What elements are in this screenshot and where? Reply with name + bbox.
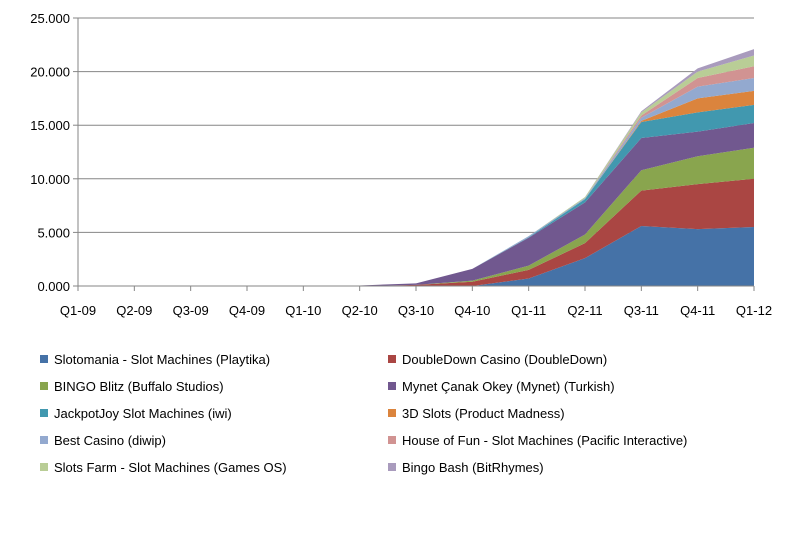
x-tick-label: Q1-11: [511, 303, 546, 318]
area-series-3: [78, 123, 754, 286]
x-tick-label: Q4-09: [229, 303, 265, 318]
legend-label: 3D Slots (Product Madness): [402, 405, 565, 421]
y-tick-label: 5.000: [37, 225, 70, 240]
legend-entry: JackpotJoy Slot Machines (iwi): [40, 403, 232, 423]
legend-swatch: [388, 382, 396, 390]
y-tick-label: 15.000: [30, 118, 70, 133]
area-series-0: [78, 225, 754, 286]
area-series-1: [78, 178, 754, 286]
x-tick-label: Q4-10: [454, 303, 490, 318]
legend-entry: Mynet Çanak Okey (Mynet) (Turkish): [388, 376, 615, 396]
x-tick-label: Q2-09: [116, 303, 152, 318]
legend-swatch: [40, 436, 48, 444]
legend-swatch: [388, 409, 396, 417]
x-axis-tick-labels: Q1-09 Q2-09 Q3-09 Q4-09 Q1-10 Q2-10 Q3-10 Q4-10…: [60, 303, 772, 318]
legend-swatch: [388, 436, 396, 444]
y-tick-label: 20.000: [30, 65, 70, 80]
area-series-4: [78, 104, 754, 286]
area-series-7: [78, 66, 754, 287]
legend-entry: Slotomania - Slot Machines (Playtika): [40, 349, 270, 369]
area-series-layer: [78, 49, 754, 287]
x-tick-label: Q1-10: [285, 303, 321, 318]
legend-entry: Bingo Bash (BitRhymes): [388, 457, 544, 477]
legend-entry: BINGO Blitz (Buffalo Studios): [40, 376, 224, 396]
legend-label: DoubleDown Casino (DoubleDown): [402, 351, 608, 367]
x-tick-label: Q2-11: [567, 303, 602, 318]
x-tick-label: Q2-10: [342, 303, 378, 318]
legend-swatch: [40, 355, 48, 363]
x-tick-label: Q3-11: [624, 303, 659, 318]
legend-swatch: [40, 463, 48, 471]
x-tick-label: Q1-09: [60, 303, 96, 318]
x-tick-label: Q3-10: [398, 303, 434, 318]
y-tick-label: 0.000: [37, 279, 70, 294]
legend-entry: Slots Farm - Slot Machines (Games OS): [40, 457, 287, 477]
legend-swatch: [40, 409, 48, 417]
legend-label: BINGO Blitz (Buffalo Studios): [54, 378, 224, 394]
y-tick-label: 10.000: [30, 172, 70, 187]
legend-swatch: [40, 382, 48, 390]
legend-swatch: [388, 463, 396, 471]
legend-label: Mynet Çanak Okey (Mynet) (Turkish): [402, 378, 615, 394]
legend-entry: DoubleDown Casino (DoubleDown): [388, 349, 607, 369]
legend-entry: Best Casino (diwip): [40, 430, 166, 450]
x-tick-label: Q1-12: [736, 303, 772, 318]
legend-label: House of Fun - Slot Machines (Pacific In…: [402, 432, 688, 448]
legend-label: JackpotJoy Slot Machines (iwi): [54, 405, 232, 421]
axes: [73, 17, 755, 291]
legend-label: Slots Farm - Slot Machines (Games OS): [54, 459, 287, 475]
legend-label: Slotomania - Slot Machines (Playtika): [54, 351, 271, 367]
area-series-2: [78, 147, 754, 286]
legend-swatch: [388, 355, 396, 363]
legend-entry: House of Fun - Slot Machines (Pacific In…: [388, 430, 687, 450]
y-tick-label: 25.000: [30, 11, 70, 26]
area-series-5: [78, 90, 754, 287]
x-tick-label: Q3-09: [173, 303, 209, 318]
x-tick-label: Q4-11: [680, 303, 715, 318]
area-series-6: [78, 78, 754, 286]
legend-entry: 3D Slots (Product Madness): [388, 403, 565, 423]
y-axis-tick-labels: 0.000 5.000 10.000 15.000 20.000 25.000: [30, 11, 70, 294]
legend-label: Best Casino (diwip): [54, 432, 166, 448]
legend-label: Bingo Bash (BitRhymes): [402, 459, 544, 475]
